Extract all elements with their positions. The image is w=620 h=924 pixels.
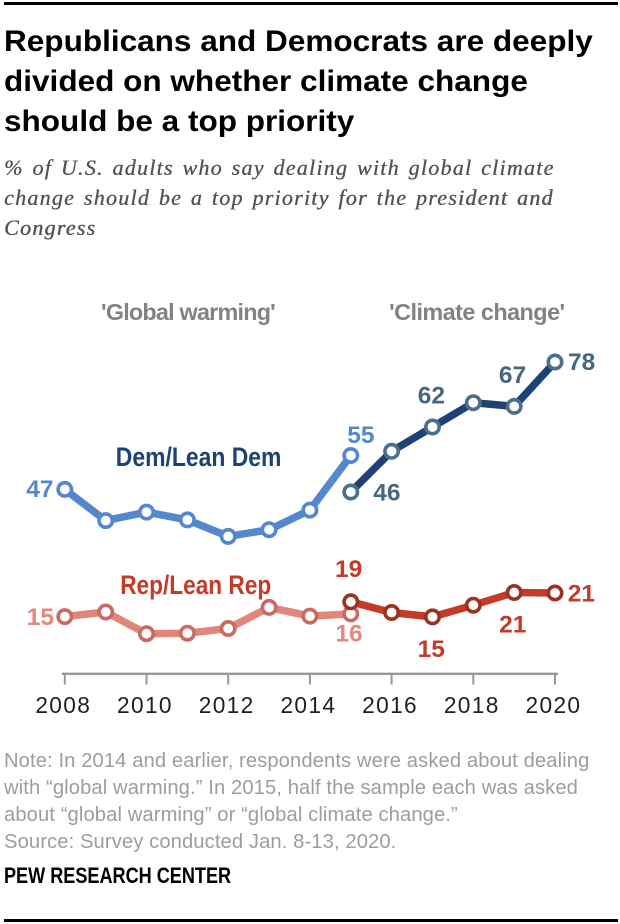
svg-text:2018: 2018	[444, 692, 498, 718]
svg-text:55: 55	[347, 422, 374, 449]
svg-text:16: 16	[335, 621, 362, 648]
svg-text:21: 21	[568, 580, 595, 607]
svg-text:Dem/Lean Dem: Dem/Lean Dem	[116, 442, 282, 472]
svg-text:'Climate change': 'Climate change'	[389, 299, 565, 325]
svg-text:2014: 2014	[280, 692, 335, 718]
svg-text:2010: 2010	[117, 692, 172, 718]
svg-text:67: 67	[499, 362, 526, 389]
svg-text:15: 15	[418, 636, 445, 663]
svg-text:'Global warming': 'Global warming'	[101, 299, 276, 325]
svg-text:2016: 2016	[362, 692, 417, 718]
svg-text:Rep/Lean Rep: Rep/Lean Rep	[120, 570, 271, 600]
svg-text:62: 62	[418, 382, 445, 409]
svg-text:19: 19	[335, 556, 362, 583]
svg-text:2012: 2012	[199, 692, 254, 718]
svg-text:47: 47	[26, 476, 53, 503]
svg-text:2020: 2020	[526, 692, 581, 718]
svg-text:2008: 2008	[35, 692, 90, 718]
svg-text:46: 46	[373, 480, 400, 507]
svg-text:78: 78	[568, 349, 595, 376]
svg-text:21: 21	[499, 612, 526, 639]
svg-text:15: 15	[27, 604, 54, 631]
